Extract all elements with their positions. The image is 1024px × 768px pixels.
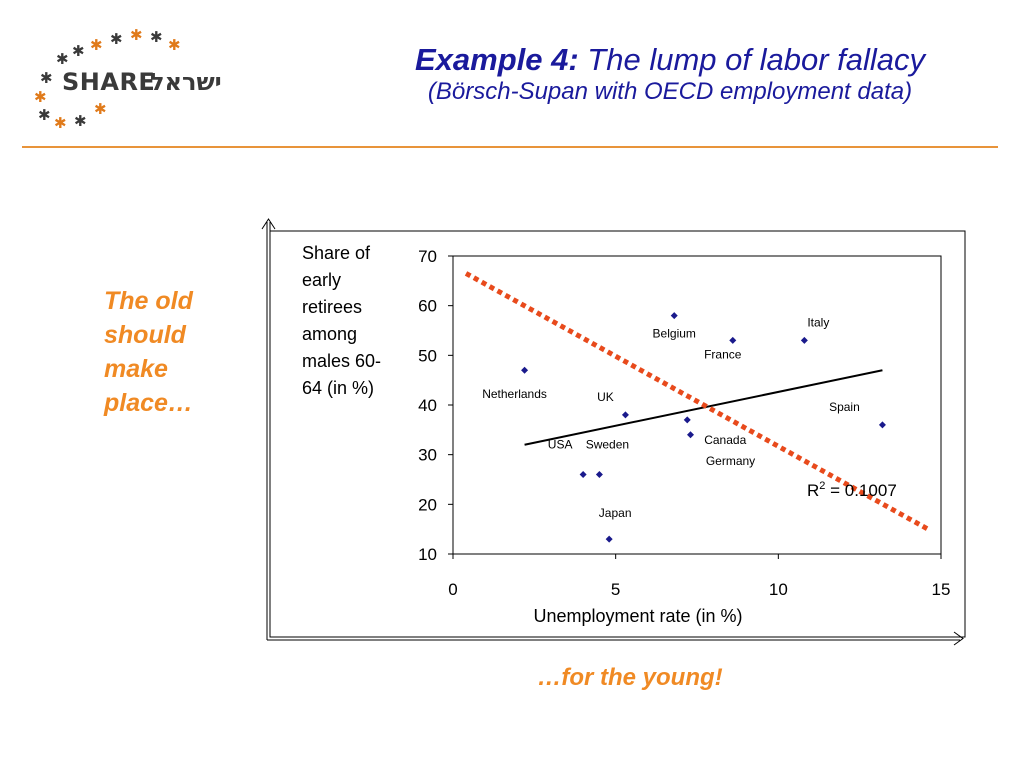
y-tick-label: 40 <box>418 396 437 415</box>
data-point-marker <box>670 312 678 320</box>
slide-title: Example 4: The lump of labor fallacy (Bö… <box>330 42 1010 106</box>
x-tick-label: 5 <box>611 580 620 599</box>
data-point-label: Netherlands <box>482 387 547 401</box>
logo-star-icon: ✱ <box>74 112 87 130</box>
logo-star-icon: ✱ <box>90 36 103 54</box>
logo-star-icon: ✱ <box>110 30 123 48</box>
logo-star-icon: ✱ <box>130 28 143 44</box>
y-tick-label: 10 <box>418 545 437 564</box>
logo-star-icon: ✱ <box>56 50 69 68</box>
r-squared-label: R2 = 0.1007 <box>807 480 897 500</box>
r-squared-sup: 2 <box>819 480 825 492</box>
bottom-note: …for the young! <box>537 664 723 691</box>
data-point-marker <box>729 336 737 344</box>
logo-star-icon: ✱ <box>38 106 51 124</box>
data-point-label: Sweden <box>586 438 629 452</box>
title-prefix: Example 4: <box>414 42 579 77</box>
x-tick-label: 15 <box>932 580 951 599</box>
logo-hebrew-text: ישראל <box>150 68 222 96</box>
data-point-label: Spain <box>829 400 860 414</box>
data-point-label: Belgium <box>653 327 696 341</box>
dotted-trend-line <box>464 271 930 532</box>
logo-star-icon: ✱ <box>72 42 85 60</box>
logo-star-icon: ✱ <box>40 69 53 87</box>
y-tick-label: 60 <box>418 297 437 316</box>
r-squared-value: = 0.1007 <box>825 481 896 500</box>
logo-star-icon: ✱ <box>150 28 163 46</box>
title-line: Example 4: The lump of labor fallacy <box>330 42 1010 78</box>
data-point-marker <box>683 416 691 424</box>
data-point-marker <box>621 411 629 419</box>
left-note: The old should make place… <box>104 287 193 417</box>
x-axis-ticks: 0 5 10 15 <box>448 554 950 599</box>
data-point-marker <box>878 421 886 429</box>
slide-subtitle: (Börsch-Supan with OECD employment data) <box>427 78 913 105</box>
data-point-marker <box>521 366 529 374</box>
star-ring-icon: ✱ ✱ ✱ ✱ ✱ ✱✱✱✱ ✱ ✱✱✱ <box>34 28 181 132</box>
data-point-marker <box>595 471 603 479</box>
y-axis-title: Share of early retirees among males 60-6… <box>302 243 382 398</box>
y-tick-label: 70 <box>418 247 437 266</box>
y-tick-label: 30 <box>418 446 437 465</box>
data-point-label: France <box>704 347 742 361</box>
x-tick-label: 10 <box>769 580 788 599</box>
logo-star-icon: ✱ <box>54 114 67 132</box>
title-divider <box>22 146 998 148</box>
x-tick-label: 0 <box>448 580 457 599</box>
y-tick-label: 20 <box>418 495 437 514</box>
arrow-right-icon <box>953 631 964 646</box>
data-points: Belgium Italy France Netherlands UK Spain Cana… <box>482 312 886 543</box>
y-axis-ticks: 10 20 30 40 50 60 70 <box>418 247 453 564</box>
data-point-label: Canada <box>704 433 746 447</box>
share-israel-logo: ✱ ✱ ✱ ✱ ✱ ✱ ✱ ✱ ✱ ✱ ✱ ✱ ✱ SHARE ישראל <box>22 28 252 133</box>
logo-star-icon: ✱ <box>94 100 107 118</box>
data-point-label: Japan <box>599 506 632 520</box>
arrow-up-icon <box>261 218 276 230</box>
data-point-label: Italy <box>807 315 829 329</box>
data-point-label: USA <box>548 438 573 452</box>
data-point-label: Germany <box>706 454 755 468</box>
data-point-marker <box>605 535 613 543</box>
data-point-marker <box>800 336 808 344</box>
plot-area <box>452 255 942 555</box>
data-point-label: UK <box>597 390 614 404</box>
logo-star-icon: ✱ <box>168 36 181 54</box>
data-point-marker <box>579 471 587 479</box>
data-point-marker <box>686 431 694 439</box>
chart-frame <box>269 230 966 638</box>
y-tick-label: 50 <box>418 346 437 365</box>
title-rest: The lump of labor fallacy <box>578 42 926 77</box>
r-squared-r: R <box>807 481 819 500</box>
x-axis-title: Unemployment rate (in %) <box>533 606 742 626</box>
logo-star-icon: ✱ <box>34 88 47 106</box>
logo-share-text: SHARE <box>62 68 156 96</box>
